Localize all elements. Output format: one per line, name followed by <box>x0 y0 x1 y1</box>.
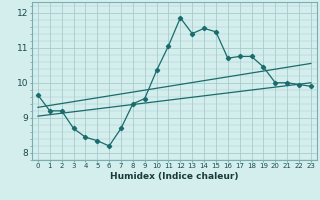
X-axis label: Humidex (Indice chaleur): Humidex (Indice chaleur) <box>110 172 239 181</box>
